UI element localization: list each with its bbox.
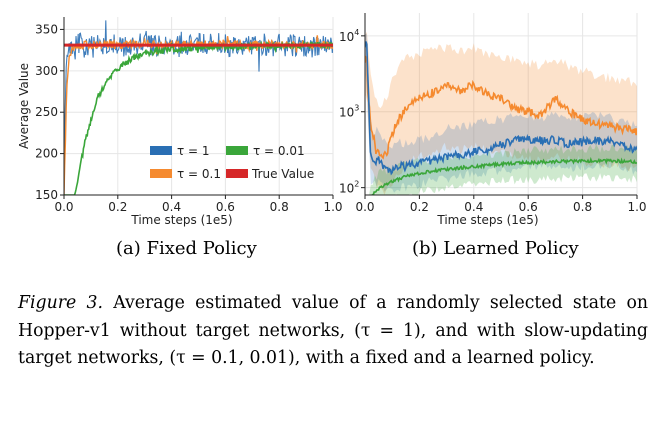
x-tick-label: 0.4 [464,200,483,214]
series-line--0-01 [371,156,637,195]
x-tick-label: 0.2 [410,200,429,214]
subcaption-learned-policy: (b) Learned Policy [412,238,579,259]
caption-label: Figure 3. [18,293,103,313]
series-line--1 [365,41,637,176]
x-tick-label: 0.2 [108,200,127,214]
legend-label-tau-01: τ = 0.1 [177,167,221,181]
chart-learned-policy: 0.0 0.2 0.4 0.6 0.8 1.0 102 103 104 Time steps (… [339,13,647,227]
y-tick-label: 300 [35,64,58,78]
x-tick-label: 0.4 [162,200,181,214]
x-tick-label: 0.8 [573,200,592,214]
x-tick-label: 1.0 [627,200,646,214]
legend-swatch-tau-001 [226,146,248,155]
confidence-band--0-1 [365,31,637,195]
legend-label-true-value: True Value [251,167,314,181]
x-axis-label-b: Time steps (1e5) [436,213,538,227]
x-tick-label: 0.0 [355,200,374,214]
legend-swatch-tau-01 [150,169,172,178]
x-tick-label: 0.6 [519,200,538,214]
y-tick-label: 250 [35,105,58,119]
x-tick-label: 0.8 [270,200,289,214]
y-tick-label: 200 [35,147,58,161]
figure-3-charts: 0.0 0.2 0.4 0.6 0.8 1.0 150 200 250 300 350 Time s… [17,13,647,227]
y-tick-label: 350 [35,22,58,36]
chart-fixed-policy: 0.0 0.2 0.4 0.6 0.8 1.0 150 200 250 300 350 Time s… [17,17,343,227]
y-tick-label: 103 [339,104,359,120]
x-tick-label: 0.6 [216,200,235,214]
legend-label-tau-001: τ = 0.01 [253,144,305,158]
x-tick-label: 1.0 [323,200,342,214]
caption-text: Average estimated value of a randomly se… [18,293,648,368]
legend-label-tau-1: τ = 1 [177,144,210,158]
y-tick-label: 102 [339,180,359,196]
legend-swatch-true-value [226,169,248,178]
y-tick-label: 150 [35,188,58,202]
figure-caption: Figure 3. Average estimated value of a r… [18,290,648,373]
x-tick-label: 0.0 [54,200,73,214]
x-axis-label-a: Time steps (1e5) [130,213,232,227]
subcaption-fixed-policy: (a) Fixed Policy [116,238,257,259]
confidence-band--1 [365,33,637,193]
legend-swatch-tau-1 [150,146,172,155]
legend-a: τ = 1 τ = 0.01 τ = 0.1 True Value [150,144,314,181]
y-tick-label: 104 [339,28,359,44]
series-line--0-1 [365,55,637,160]
y-axis-label-a: Average Value [17,63,31,149]
confidence-band--0-01 [369,144,637,195]
